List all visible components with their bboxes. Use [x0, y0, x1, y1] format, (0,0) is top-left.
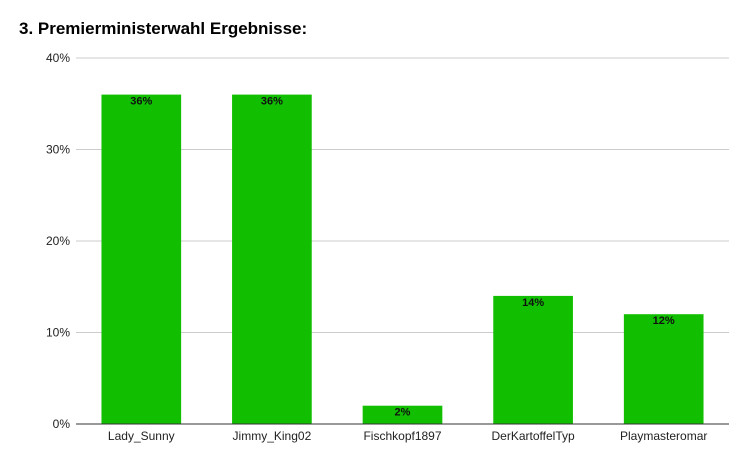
- data-label: 12%: [653, 315, 675, 327]
- y-tick-label: 20%: [46, 234, 70, 248]
- bar: [493, 295, 573, 424]
- chart-title: 3. Premierministerwahl Ergebnisse:: [19, 19, 308, 38]
- category-label: Playmasteromar: [620, 429, 707, 443]
- bar: [362, 405, 443, 424]
- bar: [623, 314, 704, 424]
- data-label: 36%: [130, 96, 152, 108]
- data-labels: 36% 36% 2% 14% 12%: [130, 96, 675, 419]
- category-label: Jimmy_King02: [233, 429, 312, 443]
- data-label: 36%: [261, 96, 283, 108]
- bar: [232, 94, 312, 424]
- data-label: 14%: [522, 297, 544, 309]
- x-axis-category-labels: Lady_Sunny Jimmy_King02 Fischkopf1897 DerKa…: [108, 429, 707, 443]
- gridlines: [76, 57, 729, 333]
- y-tick-label: 10%: [46, 326, 70, 340]
- y-tick-label: 40%: [46, 51, 70, 65]
- category-label: DerKartoffelTyp: [492, 429, 575, 443]
- category-label: Fischkopf1897: [363, 429, 441, 443]
- y-tick-label: 30%: [46, 143, 70, 157]
- bars: [101, 94, 704, 424]
- data-label: 2%: [395, 407, 411, 419]
- bar: [101, 94, 182, 424]
- category-label: Lady_Sunny: [108, 429, 175, 443]
- y-axis-tick-labels: 0% 10% 20% 30% 40%: [46, 51, 70, 431]
- y-tick-label: 0%: [53, 417, 71, 431]
